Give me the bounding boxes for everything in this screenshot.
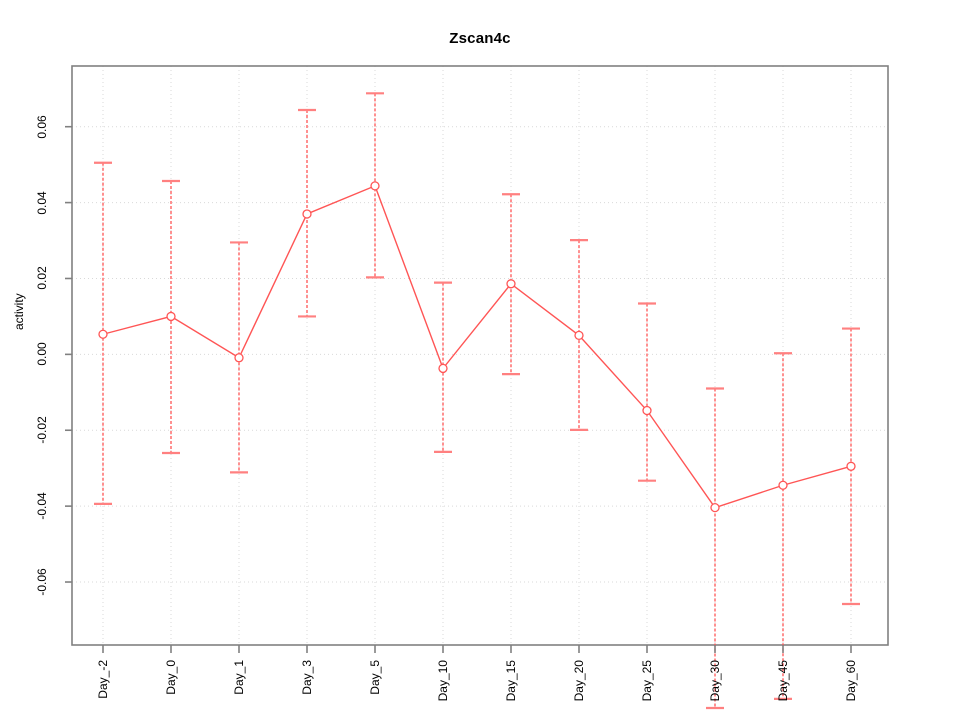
data-point-marker [846, 461, 856, 471]
plot-frame [71, 65, 889, 646]
series-line [102, 184, 852, 509]
data-point-marker [302, 209, 312, 219]
data-point-marker [506, 279, 516, 289]
data-point-marker [642, 405, 652, 416]
data-point-marker [166, 311, 176, 322]
x-tick-label: Day_60 [844, 660, 858, 702]
chart-title: Zscan4c [449, 30, 511, 47]
y-tick-label: -0.04 [35, 492, 49, 520]
y-tick-label: 0.06 [35, 115, 49, 139]
y-tick-label: -0.06 [35, 568, 49, 596]
x-tick-label: Day_20 [572, 660, 586, 702]
x-tick-label: Day_25 [640, 660, 654, 702]
y-tick-label: -0.02 [35, 416, 49, 444]
data-point-marker [438, 363, 448, 374]
data-point-marker [234, 353, 244, 363]
data-point-marker [370, 181, 380, 191]
y-tick-label: 0.04 [35, 190, 49, 215]
x-tick-label: Day_5 [368, 660, 382, 695]
x-tick-label: Day_45 [776, 660, 790, 702]
y-tick-label: 0.00 [35, 342, 49, 367]
x-tick-label: Day_10 [436, 660, 450, 702]
x-tick-label: Day_-2 [96, 660, 110, 699]
x-tick-label: Day_3 [300, 660, 314, 695]
data-point-marker [574, 330, 584, 341]
data-point-marker [98, 329, 108, 339]
x-tick-label: Day_15 [504, 660, 518, 702]
y-tick-label: 0.02 [35, 266, 49, 291]
x-tick-label: Day_1 [232, 660, 246, 695]
x-tick-label: Day_30 [708, 660, 722, 702]
x-tick-label: Day_0 [164, 660, 178, 695]
data-point-marker [778, 480, 788, 490]
data-point-marker [710, 502, 720, 513]
